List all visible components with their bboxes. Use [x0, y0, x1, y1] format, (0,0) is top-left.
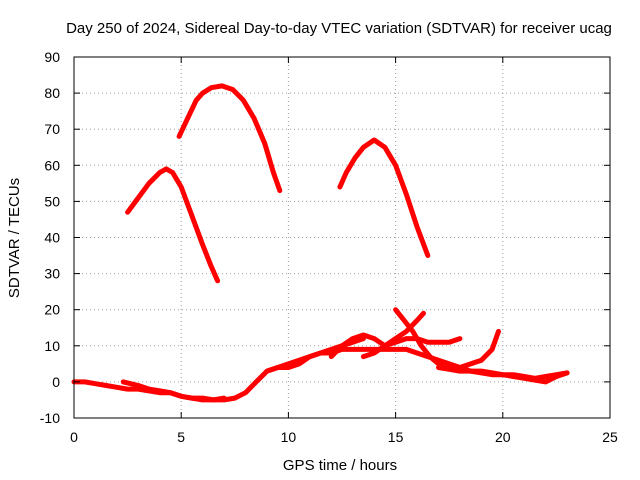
tick-layer: 0 5 10 15 20 25 -10 0 10 20 30 40 50 60 70 80 90 [40, 49, 618, 445]
x-tick-label: 10 [281, 429, 297, 445]
y-tick-label: 20 [44, 302, 60, 318]
series-low-4 [328, 332, 463, 360]
series-low-5 [360, 310, 426, 360]
x-tick-label: 15 [388, 429, 404, 445]
series-layer [71, 83, 570, 403]
y-tick-label: 30 [44, 266, 60, 282]
y-tick-label: 10 [44, 338, 60, 354]
series-low-6 [393, 307, 501, 370]
series-low-2 [120, 379, 227, 403]
chart-title: Day 250 of 2024, Sidereal Day-to-day VTE… [66, 20, 612, 37]
y-axis-label: SDTVAR / TECUs [6, 178, 23, 298]
y-tick-label: 50 [44, 193, 60, 209]
y-tick-label: 40 [44, 230, 60, 246]
y-tick-label: 70 [44, 121, 60, 137]
series-low-1 [71, 336, 366, 403]
y-tick-label: 80 [44, 85, 60, 101]
x-tick-label: 20 [495, 429, 511, 445]
x-tick-label: 25 [602, 429, 618, 445]
series-low-7 [436, 365, 570, 381]
series-arc-a [125, 166, 221, 284]
x-tick-label: 5 [177, 429, 185, 445]
grid-layer [74, 57, 610, 418]
y-tick-label: 60 [44, 157, 60, 173]
y-tick-label: 90 [44, 49, 60, 65]
x-axis-label: GPS time / hours [283, 457, 397, 474]
y-tick-label: -10 [40, 410, 60, 426]
x-tick-label: 0 [70, 429, 78, 445]
y-tick-label: 0 [52, 374, 60, 390]
series-arc-b [176, 83, 283, 194]
series-arc-c [337, 137, 431, 258]
